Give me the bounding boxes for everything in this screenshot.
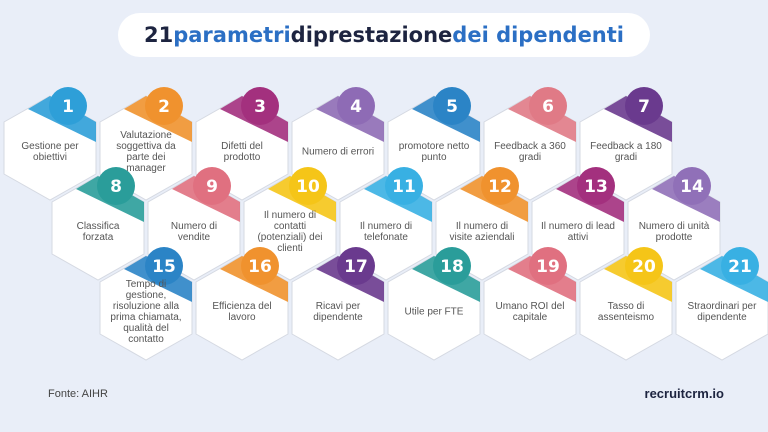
item-label: Gestione per obiettivi [21,141,79,163]
number-badge [529,247,567,285]
number-badge [145,247,183,285]
item-label: Efficienza del lavoro [212,301,272,323]
item-label: Utile per FTE [404,306,464,318]
item-number: 14 [680,177,704,197]
number-badge [289,167,327,205]
item-label: Il numero di visite aziendali [449,221,515,243]
item-number: 7 [638,97,650,117]
number-badge [241,247,279,285]
number-badge [577,167,615,205]
item-label: Tempo di gestione, risoluzione alla prim… [110,279,182,345]
number-badge [337,247,375,285]
item-label: Numero di vendite [170,221,218,243]
number-badge [49,87,87,125]
item-number: 10 [296,177,320,197]
number-badge [673,167,711,205]
number-badge [433,87,471,125]
item-number: 1 [62,97,74,117]
number-badge [433,247,471,285]
item-number: 17 [344,257,368,277]
item-label: Straordinari per dipendente [687,301,757,323]
title: 21 parametri di prestazione dei dipenden… [118,13,650,57]
item-label: Tasso di assenteismo [597,301,655,323]
item-number: 5 [446,97,458,117]
number-badge [385,167,423,205]
title-part: 21 [143,23,174,47]
item-label: Feedback a 360 gradi [494,141,566,163]
item-number: 19 [536,257,560,277]
title-part: di [290,23,313,47]
item-number: 15 [152,257,176,277]
number-badge [337,87,375,125]
item-number: 21 [728,257,752,277]
number-badge [625,247,663,285]
item-label: Numero di errori [301,146,375,158]
item-label: Il numero di telefonate [359,221,413,243]
item-label: Feedback a 180 gradi [590,141,662,163]
title-part: parametri [173,23,291,47]
item-number: 13 [584,177,608,197]
number-badge [529,87,567,125]
item-label: promotore netto punto [398,141,470,163]
number-badge [625,87,663,125]
item-number: 11 [392,177,416,197]
item-number: 2 [158,97,170,117]
item-number: 18 [440,257,464,277]
source: Fonte: AIHR [48,388,108,400]
number-badge [241,87,279,125]
title-part: prestazione [312,23,453,47]
item-label: Difetti del prodotto [221,141,263,163]
item-number: 3 [254,97,266,117]
title-part: dei dipendenti [452,23,624,47]
item-label: Numero di unità prodotte [638,221,710,243]
item-number: 20 [632,257,656,277]
item-number: 9 [206,177,218,197]
item-number: 6 [542,97,554,117]
item-label: Classifica forzata [76,221,120,243]
number-badge [193,167,231,205]
item-number: 12 [488,177,512,197]
item-number: 8 [110,177,122,197]
item-number: 4 [350,97,362,117]
number-badge [721,247,759,285]
item-label: Umano ROI del capitale [495,301,565,323]
item-label: Ricavi per dipendente [313,301,363,323]
number-badge [145,87,183,125]
item-label: Il numero di contatti (potenziali) dei c… [257,210,323,254]
item-label: Valutazione soggettiva da parte dei mana… [116,130,176,174]
brand: recruitcrm.io [644,386,724,401]
item-number: 16 [248,257,272,277]
item-label: Il numero di lead attivi [541,221,615,243]
number-badge [481,167,519,205]
number-badge [97,167,135,205]
